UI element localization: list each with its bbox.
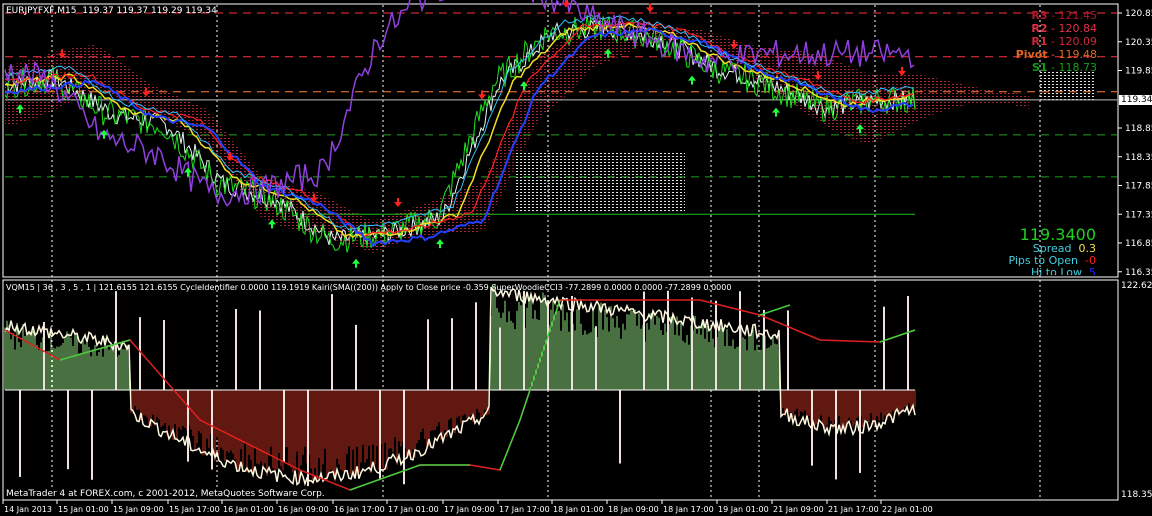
pivot-level-lines: [5, 12, 1117, 215]
time-axis: 14 Jan 2013 15 Jan 01:00 15 Jan 09:00 15 Ja…: [2, 500, 933, 514]
pivot-p: Pivot - 119.48: [1015, 48, 1097, 61]
hilo-value: 5: [1089, 267, 1096, 275]
cloud-future-area: [1040, 70, 1095, 101]
indicator-axis-top: 122.623: [1121, 281, 1152, 291]
hilo-label: Hi to Low: [1030, 267, 1082, 275]
cyan-ma-line: [4, 14, 914, 231]
indicator-header: VQM15 | 36 , 3 , 5 , 1 | 121.6155 121.61…: [6, 283, 732, 292]
ohlc-values: 119.37 119.37 119.29 119.34: [82, 6, 217, 16]
yellow-ma-line: [4, 22, 914, 238]
pips-value: -0: [1085, 254, 1096, 267]
signal-line-red: [4, 299, 916, 491]
price-tick-label: 118.85: [1125, 124, 1152, 134]
signal-arrows: [16, 0, 906, 268]
price-tick-label: 117.85: [1125, 182, 1152, 192]
time-tick-label: 15 Jan 01:00: [58, 505, 109, 514]
pivot-r1: R1 - 120.09: [1031, 35, 1097, 48]
blue-ma-line: [4, 27, 914, 248]
indicator-axis-bottom: 118.354: [1121, 490, 1152, 500]
footer-copyright: MetaTrader 4 at FOREX.com, c 2001-2012, …: [6, 489, 325, 499]
time-tick-label: 16 Jan 09:00: [278, 505, 329, 514]
down-arrow-icon: [58, 49, 66, 59]
up-arrow-icon: [16, 104, 24, 114]
current-price-marker: 119.34: [1119, 95, 1152, 105]
info-panel: 119.3400 Spread 0.3 Pips to Open -0 Hi t…: [936, 226, 1096, 275]
symbol-label: EURJPYFXF,M15: [6, 6, 77, 16]
pivot-r3: R3 - 121.45: [1031, 9, 1097, 22]
price-tick-label: 116.85: [1125, 239, 1152, 249]
main-pane-border: [2, 3, 1119, 278]
signal-line-green: [59, 299, 916, 491]
price-tick-label: 117.35: [1125, 210, 1152, 220]
up-arrow-icon: [100, 129, 108, 139]
price-tick-label: 119.85: [1125, 67, 1152, 77]
spread-value: 0.3: [1078, 242, 1097, 255]
pivot-panel: R3 - 121.45 R2 - 120.84 R1 - 120.09 Pivo…: [957, 9, 1097, 74]
current-price: 119.3400: [1019, 225, 1096, 244]
time-tick-label: 14 Jan 2013: [4, 505, 52, 514]
down-arrow-icon: [898, 66, 906, 76]
price-lines: [4, 0, 916, 253]
up-arrow-icon: [604, 48, 612, 58]
up-arrow-icon: [520, 81, 528, 91]
time-tick-label: 22 Jan 01:00: [882, 505, 933, 514]
time-tick-label: 15 Jan 17:00: [169, 505, 220, 514]
pivot-s1: S1 - 118.73: [1031, 61, 1097, 74]
up-arrow-icon: [688, 75, 696, 85]
up-arrow-icon: [856, 124, 864, 134]
indicator-plot: [4, 284, 916, 491]
time-tick-label: 15 Jan 09:00: [113, 505, 164, 514]
time-tick-label: 16 Jan 17:00: [334, 505, 385, 514]
purple-chikou-line: [4, 0, 915, 207]
down-arrow-icon: [142, 87, 150, 97]
pips-label: Pips to Open: [1008, 254, 1079, 267]
oscillator-line: [4, 286, 916, 487]
pivot-r2: R2 - 120.84: [1031, 22, 1097, 35]
up-arrow-icon: [772, 107, 780, 117]
spread-label: Spread: [1032, 242, 1072, 255]
price-tick-label: 120.85: [1125, 9, 1152, 19]
down-arrow-icon: [394, 197, 402, 207]
time-tick-label: 18 Jan 17:00: [663, 505, 714, 514]
ichimoku-cloud: [5, 19, 1095, 253]
cloud-twist-area: [515, 151, 685, 211]
time-tick-label: 17 Jan 17:00: [499, 505, 550, 514]
down-arrow-icon: [730, 39, 738, 49]
time-tick-label: 16 Jan 01:00: [223, 505, 274, 514]
up-arrow-icon: [184, 167, 192, 177]
up-arrow-icon: [268, 219, 276, 229]
price-tick-label: 120.35: [1125, 38, 1152, 48]
price-tick-label: 116.35: [1125, 268, 1152, 278]
up-arrow-icon: [352, 258, 360, 268]
down-arrow-icon: [814, 71, 822, 81]
green-line: [4, 13, 916, 253]
time-tick-label: 18 Jan 01:00: [553, 505, 604, 514]
down-arrow-icon: [226, 152, 234, 162]
chart-header: EURJPYFXF,M15 119.37 119.37 119.29 119.3…: [6, 6, 217, 16]
time-tick-label: 19 Jan 01:00: [718, 505, 769, 514]
indicator-pane-border: [2, 279, 1119, 501]
red-ma-line: [4, 21, 914, 238]
time-tick-label: 21 Jan 17:00: [828, 505, 879, 514]
down-arrow-icon: [646, 3, 654, 13]
time-tick-label: 18 Jan 09:00: [608, 505, 659, 514]
down-arrow-icon: [562, 0, 570, 8]
down-arrow-icon: [310, 193, 318, 203]
price-tick-label: 118.35: [1125, 153, 1152, 163]
time-tick-label: 21 Jan 09:00: [773, 505, 824, 514]
time-tick-label: 17 Jan 01:00: [388, 505, 439, 514]
price-axis: 120.85 120.35 119.85 118.85 118.35 117.85 117.…: [1118, 9, 1152, 278]
up-arrow-icon: [436, 239, 444, 249]
time-tick-label: 17 Jan 09:00: [444, 505, 495, 514]
down-arrow-icon: [478, 90, 486, 100]
